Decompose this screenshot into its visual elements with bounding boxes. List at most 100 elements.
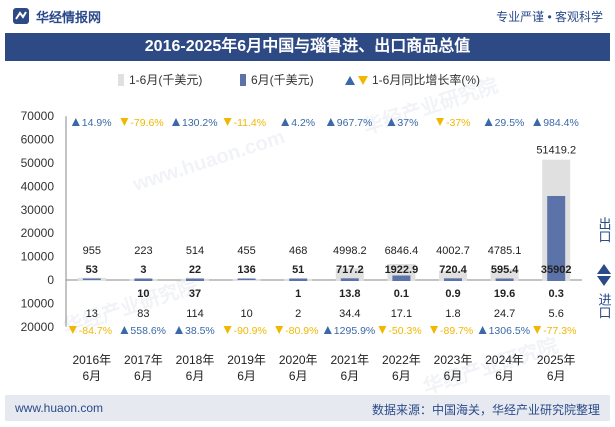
data-labels: 14.9%9555313-84.7%-79.6%22331083558.6%13… [68,117,579,337]
export-cumulative-label: 4785.1 [488,245,522,257]
x-tick-label-year: 2022年 [382,353,421,367]
growth-down-triangle-icon [275,326,284,334]
import-monthly-bar [289,280,308,281]
import-monthly-label: 10 [137,288,149,300]
import-growth-label: -80.9% [285,325,318,337]
x-tick-label-month: 6月 [340,369,359,383]
export-cumulative-label: 455 [237,245,255,257]
import-growth-label: 558.6% [130,325,166,337]
x-tick-label-month: 6月 [134,369,153,383]
growth-down-triangle-icon [378,326,387,334]
export-cumulative-label: 51419.2 [536,145,576,157]
import-monthly-bar [392,280,411,281]
export-monthly-bar [134,278,153,280]
legend-label-monthly: 6月(千美元) [251,73,314,87]
y-tick-label: 40000 [21,179,55,193]
export-monthly-label: 35902 [541,264,572,276]
import-cumulative-label: 114 [186,308,204,320]
legend-swatch-cumulative [118,74,124,86]
export-monthly-bar [340,278,359,280]
export-monthly-label: 53 [86,264,98,276]
export-monthly-label: 595.4 [491,264,519,276]
export-monthly-bar [82,278,101,280]
legend-label-growth: 1-6月同比增长率(%) [372,72,480,87]
growth-down-triangle-icon [436,118,444,126]
x-tick-label-month: 6月 [82,369,101,383]
import-growth-label-group: 1295.9% [323,325,375,337]
export-cumulative-label: 223 [134,245,152,257]
import-monthly-bar [495,280,514,281]
import-monthly-label: 13.8 [339,288,360,300]
growth-up-triangle-icon [387,118,396,126]
import-monthly-label: 1 [295,288,301,300]
y-axis: 70000 60000 50000 40000 30000 20000 10000 0 1000… [21,109,582,334]
import-monthly-label: 0.9 [445,288,460,300]
x-tick-label-year: 2025年 [537,353,576,367]
huajing-logo-icon [13,8,29,24]
import-monthly-bar [547,280,566,281]
import-growth-label: 1295.9% [334,325,375,337]
import-cumulative-label: 10 [240,308,252,320]
export-monthly-bar [444,278,462,280]
export-monthly-bar [392,275,411,280]
growth-down-triangle-icon [120,118,129,126]
import-growth-label-group: 558.6% [120,325,166,337]
import-growth-label-group: -84.7% [68,325,112,337]
growth-up-triangle-icon [120,326,129,334]
growth-down-triangle-icon [430,326,438,334]
footer: www.huaon.com 数据来源：中国海关，华经产业研究院整理 [5,395,610,421]
export-growth-label: -11.4% [234,117,267,129]
import-monthly-bar [186,280,204,281]
chart-title: 2016-2025年6月中国与瑙鲁进、出口商品总值 [144,38,471,55]
footer-source: 数据来源：中国海关，华经产业研究院整理 [371,403,600,417]
growth-down-triangle-icon [533,326,542,334]
x-tick-label-month: 6月 [392,369,411,383]
export-growth-label-group: 29.5% [484,117,524,129]
side-down-arrow-icon [597,276,611,286]
growth-up-triangle-icon [175,326,183,334]
growth-up-triangle-icon [484,118,493,126]
y-tick-label: 60000 [21,133,55,147]
import-cumulative-bar [232,280,261,281]
export-cumulative-label: 468 [289,245,307,257]
x-tick-label-month: 6月 [444,369,463,383]
export-growth-label-group: 130.2% [172,117,218,129]
brand-tagline: 专业严谨 • 客观科学 [496,10,603,24]
import-cumulative-label: 34.4 [339,308,360,320]
import-growth-label: -89.7% [440,325,473,337]
export-monthly-label: 136 [237,264,255,276]
import-monthly-bar [444,280,462,281]
y-tick-label: 70000 [21,109,55,123]
export-cumulative-bar [490,268,519,280]
growth-down-triangle-icon [223,118,232,126]
y-tick-label: 50000 [21,156,55,170]
side-up-arrow-icon [597,264,611,274]
legend-down-triangle-icon [358,76,368,85]
import-cumulative-label: 13 [86,308,98,320]
import-cumulative-label: 1.8 [445,308,460,320]
growth-down-triangle-icon [68,326,77,334]
y-tick-label: 10000 [21,296,55,310]
x-axis: 2016年 6月 2017年 6月 2018年 6月 2019年 6月 2020年 6月 2021年… [72,353,575,383]
export-cumulative-label: 4002.7 [436,245,470,257]
y-tick-label: 30000 [21,203,55,217]
import-growth-label-group: -80.9% [275,325,318,337]
legend-label-cumulative: 1-6月(千美元) [129,73,202,87]
import-growth-label: -77.3% [543,325,576,337]
side-label-import: 进口 [597,293,612,319]
import-growth-label-group: 38.5% [175,325,215,337]
export-monthly-bar [186,278,204,280]
import-growth-label-group: -90.9% [223,325,267,337]
import-monthly-label: 0.1 [394,288,409,300]
import-monthly-bar [340,280,359,281]
export-monthly-label: 720.4 [439,264,467,276]
import-growth-label-group: -50.3% [378,325,422,337]
growth-up-triangle-icon [281,118,290,126]
import-cumulative-bar [77,280,106,281]
import-cumulative-label: 2 [295,308,301,320]
export-growth-label-group: 984.4% [533,117,579,129]
legend-swatch-monthly [240,74,246,86]
x-tick-label-year: 2018年 [176,353,215,367]
export-growth-label: -79.6% [130,117,163,129]
growth-up-triangle-icon [533,118,542,126]
